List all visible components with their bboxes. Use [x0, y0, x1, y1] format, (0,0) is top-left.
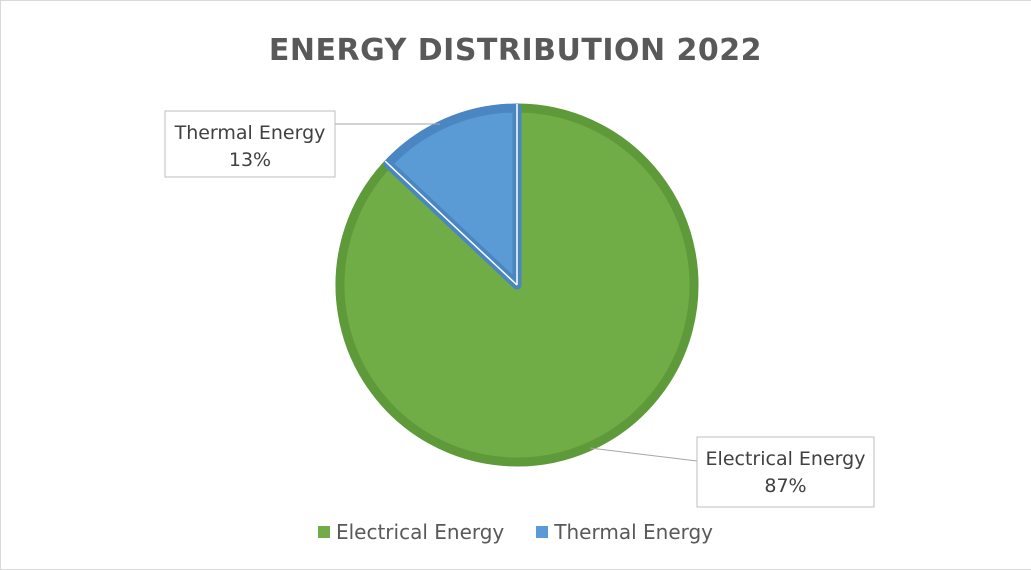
slice-separator	[384, 160, 518, 286]
data-label-box-thermal	[164, 110, 336, 178]
pie-slice-thermal[interactable]	[383, 103, 522, 290]
leader-line-electrical	[589, 447, 698, 462]
pie-slices	[335, 103, 699, 467]
data-label-category-electrical: Electrical Energy	[706, 448, 866, 470]
legend-swatch-electrical	[317, 526, 330, 538]
legend: Electrical Energy Thermal Energy	[0, 520, 1031, 544]
data-label-value-electrical: 87%	[764, 475, 806, 497]
pie-slice-electrical[interactable]	[335, 103, 699, 467]
legend-swatch-thermal	[536, 526, 549, 538]
data-labels: Electrical Energy 87% Thermal Energy 13%	[164, 110, 875, 508]
legend-item-thermal[interactable]: Thermal Energy	[536, 520, 713, 544]
data-label-value-thermal: 13%	[229, 149, 271, 171]
chart-title: ENERGY DISTRIBUTION 2022	[268, 33, 763, 68]
legend-label-electrical: Electrical Energy	[335, 520, 505, 544]
legend-item-electrical[interactable]: Electrical Energy	[317, 520, 505, 544]
data-label-electrical: Electrical Energy 87%	[589, 436, 875, 508]
data-label-thermal: Thermal Energy 13%	[164, 110, 440, 178]
legend-label-thermal: Thermal Energy	[554, 520, 714, 544]
data-label-category-thermal: Thermal Energy	[174, 122, 326, 144]
data-label-box-electrical	[696, 436, 875, 508]
